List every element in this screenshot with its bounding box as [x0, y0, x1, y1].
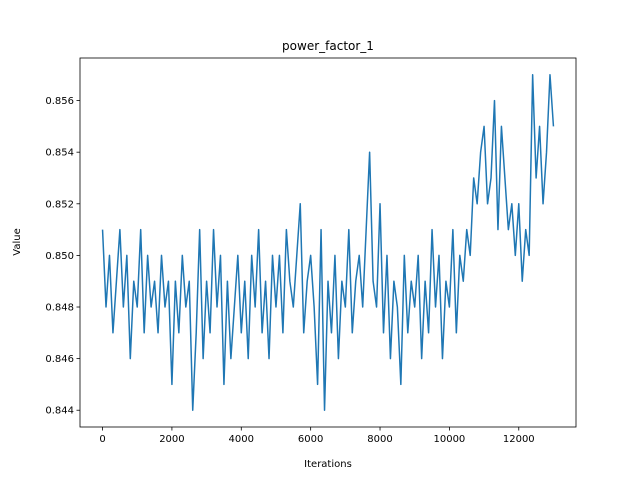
- y-tick-label: 0.848: [45, 303, 74, 314]
- y-tick-label: 0.852: [45, 199, 74, 210]
- y-axis-label: Value: [12, 228, 23, 255]
- data-line: [101, 74, 555, 411]
- y-tick-label: 0.844: [45, 406, 74, 417]
- x-tick-label: 2000: [159, 434, 184, 445]
- y-tick-label: 0.850: [45, 251, 74, 262]
- x-tick-label: 4000: [229, 434, 254, 445]
- x-tick-label: 10000: [433, 434, 465, 445]
- y-tick-label: 0.846: [45, 354, 74, 365]
- plot-frame: [79, 57, 577, 428]
- x-tick-label: 8000: [367, 434, 392, 445]
- chart-title: power_factor_1: [282, 39, 374, 53]
- x-tick-label: 12000: [503, 434, 535, 445]
- x-axis-label: Iterations: [304, 459, 352, 470]
- y-tick-label: 0.856: [45, 96, 74, 107]
- x-tick-label: 0: [99, 434, 105, 445]
- y-tick-label: 0.854: [45, 148, 74, 159]
- x-tick-label: 6000: [298, 434, 323, 445]
